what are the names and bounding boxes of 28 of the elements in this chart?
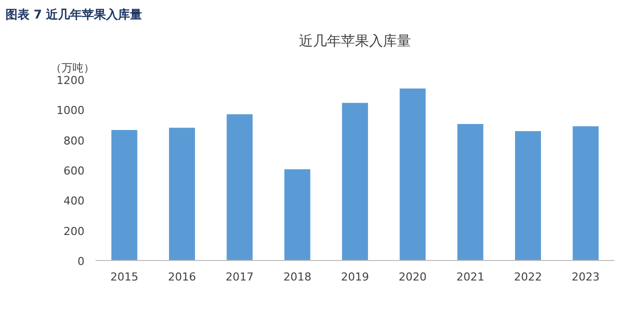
bar: [342, 102, 368, 260]
x-tick-label: 2020: [398, 270, 427, 284]
y-tick-label: 1200: [56, 74, 85, 87]
y-tick-label: 600: [64, 164, 85, 178]
y-axis-title: （万吨）: [50, 62, 94, 74]
x-tick-label: 2016: [168, 270, 196, 284]
y-tick-label: 1000: [56, 104, 85, 118]
x-tick-label: 2018: [283, 270, 312, 284]
bar: [226, 114, 253, 260]
chart-title: 近几年苹果入库量: [299, 34, 411, 50]
x-tick-label: 2022: [514, 270, 542, 284]
bar: [515, 131, 541, 260]
bar: [400, 88, 426, 260]
y-tick-label: 800: [64, 134, 85, 148]
x-tick-label: 2019: [341, 270, 370, 284]
y-tick-label: 400: [64, 194, 85, 208]
x-tick-label: 2017: [226, 270, 254, 284]
x-tick-label: 2023: [572, 270, 600, 284]
y-tick-label: 0: [78, 255, 84, 268]
bar: [111, 130, 138, 260]
x-tick-label: 2021: [456, 270, 484, 284]
bar: [572, 126, 599, 260]
bar: [457, 124, 484, 260]
x-tick-label: 2015: [110, 270, 138, 284]
text: 图表 7 近几年苹果入库量: [6, 8, 142, 22]
y-tick-label: 200: [64, 224, 85, 238]
bar: [284, 169, 310, 260]
bar: [169, 128, 195, 260]
